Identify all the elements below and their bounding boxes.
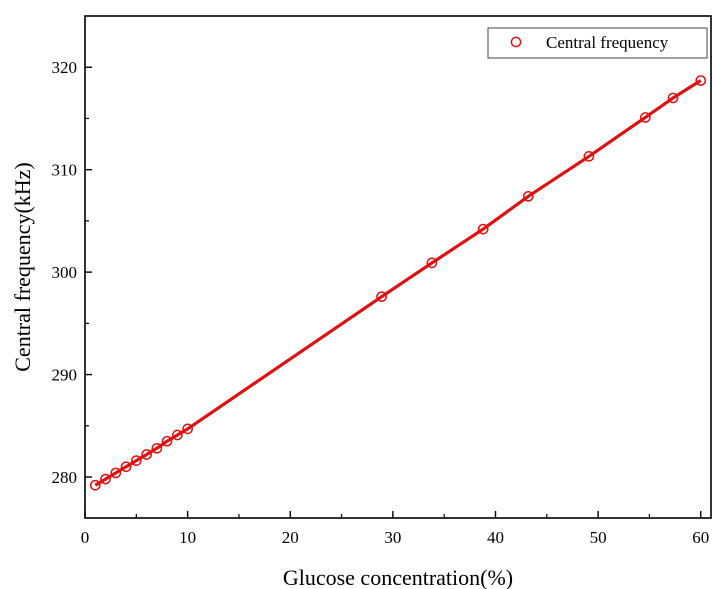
x-tick-label: 20 — [282, 528, 299, 547]
data-point — [141, 449, 152, 460]
data-point — [89, 479, 101, 491]
x-axis-title: Glucose concentration(%) — [283, 565, 513, 589]
y-tick-label: 280 — [52, 468, 78, 487]
plot-frame — [84, 15, 712, 519]
x-tick-label: 30 — [384, 528, 401, 547]
data-point — [172, 429, 183, 441]
y-tick-label: 300 — [52, 263, 78, 282]
x-tick-label: 40 — [487, 528, 504, 547]
data-point — [182, 423, 193, 435]
data-point — [667, 92, 679, 104]
legend-label: Central frequency — [546, 33, 669, 52]
data-point — [583, 151, 595, 162]
data-point — [100, 473, 111, 485]
data-point — [695, 75, 707, 86]
ticks-layer: 0 10 20 30 40 50 60 280 290 300 310 320 — [52, 58, 710, 547]
data-point — [426, 257, 438, 269]
data-point — [522, 190, 534, 202]
data-point — [161, 435, 173, 447]
data-point — [151, 442, 163, 454]
y-tick-label: 310 — [52, 161, 78, 180]
data-point — [120, 461, 132, 473]
data-point — [110, 467, 122, 479]
data-point — [130, 455, 142, 466]
legend-box — [487, 27, 708, 59]
y-tick-label: 320 — [52, 58, 78, 77]
data-point — [639, 112, 651, 123]
data-point — [376, 291, 387, 303]
series-fit-line — [94, 79, 702, 487]
series-layer — [89, 75, 707, 491]
y-tick-label: 290 — [52, 366, 78, 385]
legend: Central frequency — [487, 27, 708, 59]
x-tick-label: 10 — [179, 528, 196, 547]
x-tick-label: 50 — [590, 528, 607, 547]
x-tick-label: 0 — [81, 528, 90, 547]
legend-marker — [510, 36, 522, 48]
data-point — [477, 223, 489, 235]
x-tick-label: 60 — [692, 528, 709, 547]
y-axis-title: Central frequency(kHz) — [10, 162, 35, 372]
